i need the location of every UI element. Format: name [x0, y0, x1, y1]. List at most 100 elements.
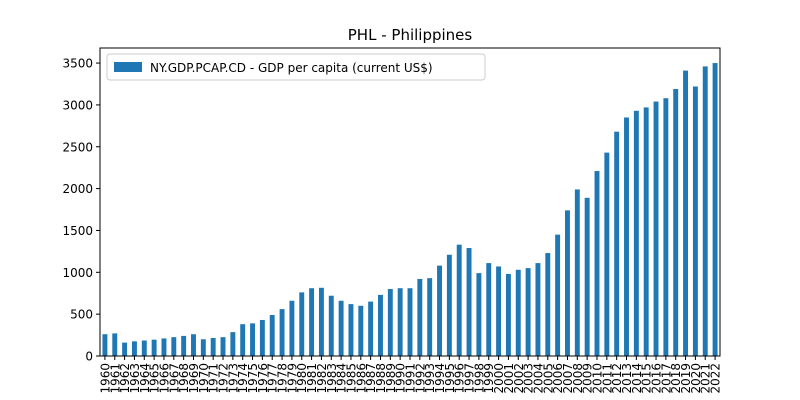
x-tick-label: 2017: [659, 363, 673, 394]
x-tick-label: 1974: [236, 363, 250, 394]
bar: [456, 244, 462, 356]
bar: [259, 320, 265, 356]
bar: [712, 63, 718, 356]
bar: [397, 288, 403, 356]
x-tick-label: 1975: [246, 363, 260, 394]
x-tick-label: 1973: [226, 363, 240, 394]
bar: [673, 89, 679, 357]
bar: [535, 263, 541, 356]
x-tick-label: 2005: [541, 363, 555, 394]
bar: [338, 300, 344, 356]
x-tick-label: 2006: [551, 363, 565, 394]
bar: [141, 340, 147, 356]
y-tick-label: 3500: [62, 57, 93, 71]
x-tick-label: 2013: [620, 363, 634, 394]
x-tick-label: 2019: [679, 363, 693, 394]
bar: [427, 278, 433, 356]
x-tick-label: 2002: [512, 363, 526, 394]
bar: [624, 117, 629, 356]
x-tick-label: 1963: [128, 363, 142, 394]
x-tick-label: 1961: [108, 363, 122, 394]
x-tick-label: 2004: [531, 363, 545, 394]
bar: [318, 287, 324, 356]
x-tick-label: 2018: [669, 363, 683, 394]
x-tick-label: 2007: [561, 363, 575, 394]
y-axis: 0 500 1000 1500 2000 2500 3000 3500: [62, 57, 100, 364]
y-tick-label: 2000: [62, 182, 93, 196]
y-tick-label: 3000: [62, 98, 93, 112]
x-axis: 1960196119621963196419651966196719681969…: [98, 356, 723, 394]
legend: NY.GDP.PCAP.CD - GDP per capita (current…: [106, 53, 486, 81]
bar: [131, 341, 137, 356]
bar: [515, 269, 521, 356]
x-tick-label: 2015: [640, 363, 654, 394]
x-tick-label: 2009: [581, 363, 595, 394]
x-tick-label: 1992: [413, 363, 427, 394]
legend-swatch: [114, 62, 142, 72]
bar: [604, 152, 610, 356]
bar: [387, 289, 393, 356]
bar: [437, 265, 442, 356]
bar: [692, 86, 698, 356]
bar: [200, 339, 206, 356]
bar: [348, 304, 354, 356]
bar: [663, 98, 669, 356]
bar: [378, 294, 383, 356]
x-tick-label: 1980: [295, 363, 309, 394]
x-tick-label: 2003: [522, 363, 536, 394]
x-tick-label: 1969: [187, 363, 201, 394]
legend-box: [106, 53, 486, 81]
bar: [240, 324, 246, 356]
x-tick-label: 1986: [354, 363, 368, 394]
bar: [328, 295, 334, 356]
bar: [614, 131, 620, 356]
bars: [102, 63, 718, 357]
bar: [555, 234, 561, 356]
x-tick-label: 1996: [453, 363, 467, 394]
bar: [112, 333, 118, 356]
bar: [565, 210, 570, 356]
bar: [279, 309, 285, 356]
bar: [191, 334, 196, 356]
bar: [102, 334, 108, 356]
x-tick-label: 2014: [630, 363, 644, 394]
bar: [358, 305, 364, 356]
x-tick-label: 1983: [325, 363, 339, 394]
x-tick-label: 2001: [502, 363, 516, 394]
y-tick-label: 1000: [62, 266, 93, 280]
x-tick-label: 1978: [276, 363, 290, 394]
x-tick-label: 2010: [590, 363, 604, 394]
bar: [289, 300, 295, 356]
bar: [584, 197, 590, 356]
x-tick-label: 1977: [266, 363, 280, 394]
x-tick-label: 2008: [571, 363, 585, 394]
bar: [210, 338, 216, 356]
bar: [269, 314, 275, 356]
y-tick-label: 1500: [62, 224, 93, 238]
bar: [505, 273, 511, 356]
legend-label: NY.GDP.PCAP.CD - GDP per capita (current…: [150, 61, 433, 75]
bar: [220, 337, 226, 356]
x-tick-label: 1964: [138, 363, 152, 394]
x-tick-label: 2011: [600, 363, 614, 394]
x-tick-label: 1998: [472, 363, 486, 394]
bar: [309, 288, 315, 356]
x-tick-label: 1971: [207, 363, 221, 394]
bar: [250, 323, 255, 356]
x-tick-label: 1982: [315, 363, 329, 394]
x-tick-label: 1979: [285, 363, 299, 394]
y-tick-label: 500: [70, 308, 93, 322]
x-tick-label: 1995: [443, 363, 457, 394]
bar: [574, 189, 580, 356]
x-tick-label: 1970: [197, 363, 211, 394]
x-tick-label: 1991: [404, 363, 418, 394]
bar: [368, 301, 374, 356]
bar: [525, 268, 531, 356]
x-tick-label: 1989: [384, 363, 398, 394]
bar: [476, 273, 482, 356]
bar: [446, 254, 452, 356]
bar: [299, 292, 305, 356]
bar: [486, 263, 492, 356]
y-tick-label: 2500: [62, 140, 93, 154]
